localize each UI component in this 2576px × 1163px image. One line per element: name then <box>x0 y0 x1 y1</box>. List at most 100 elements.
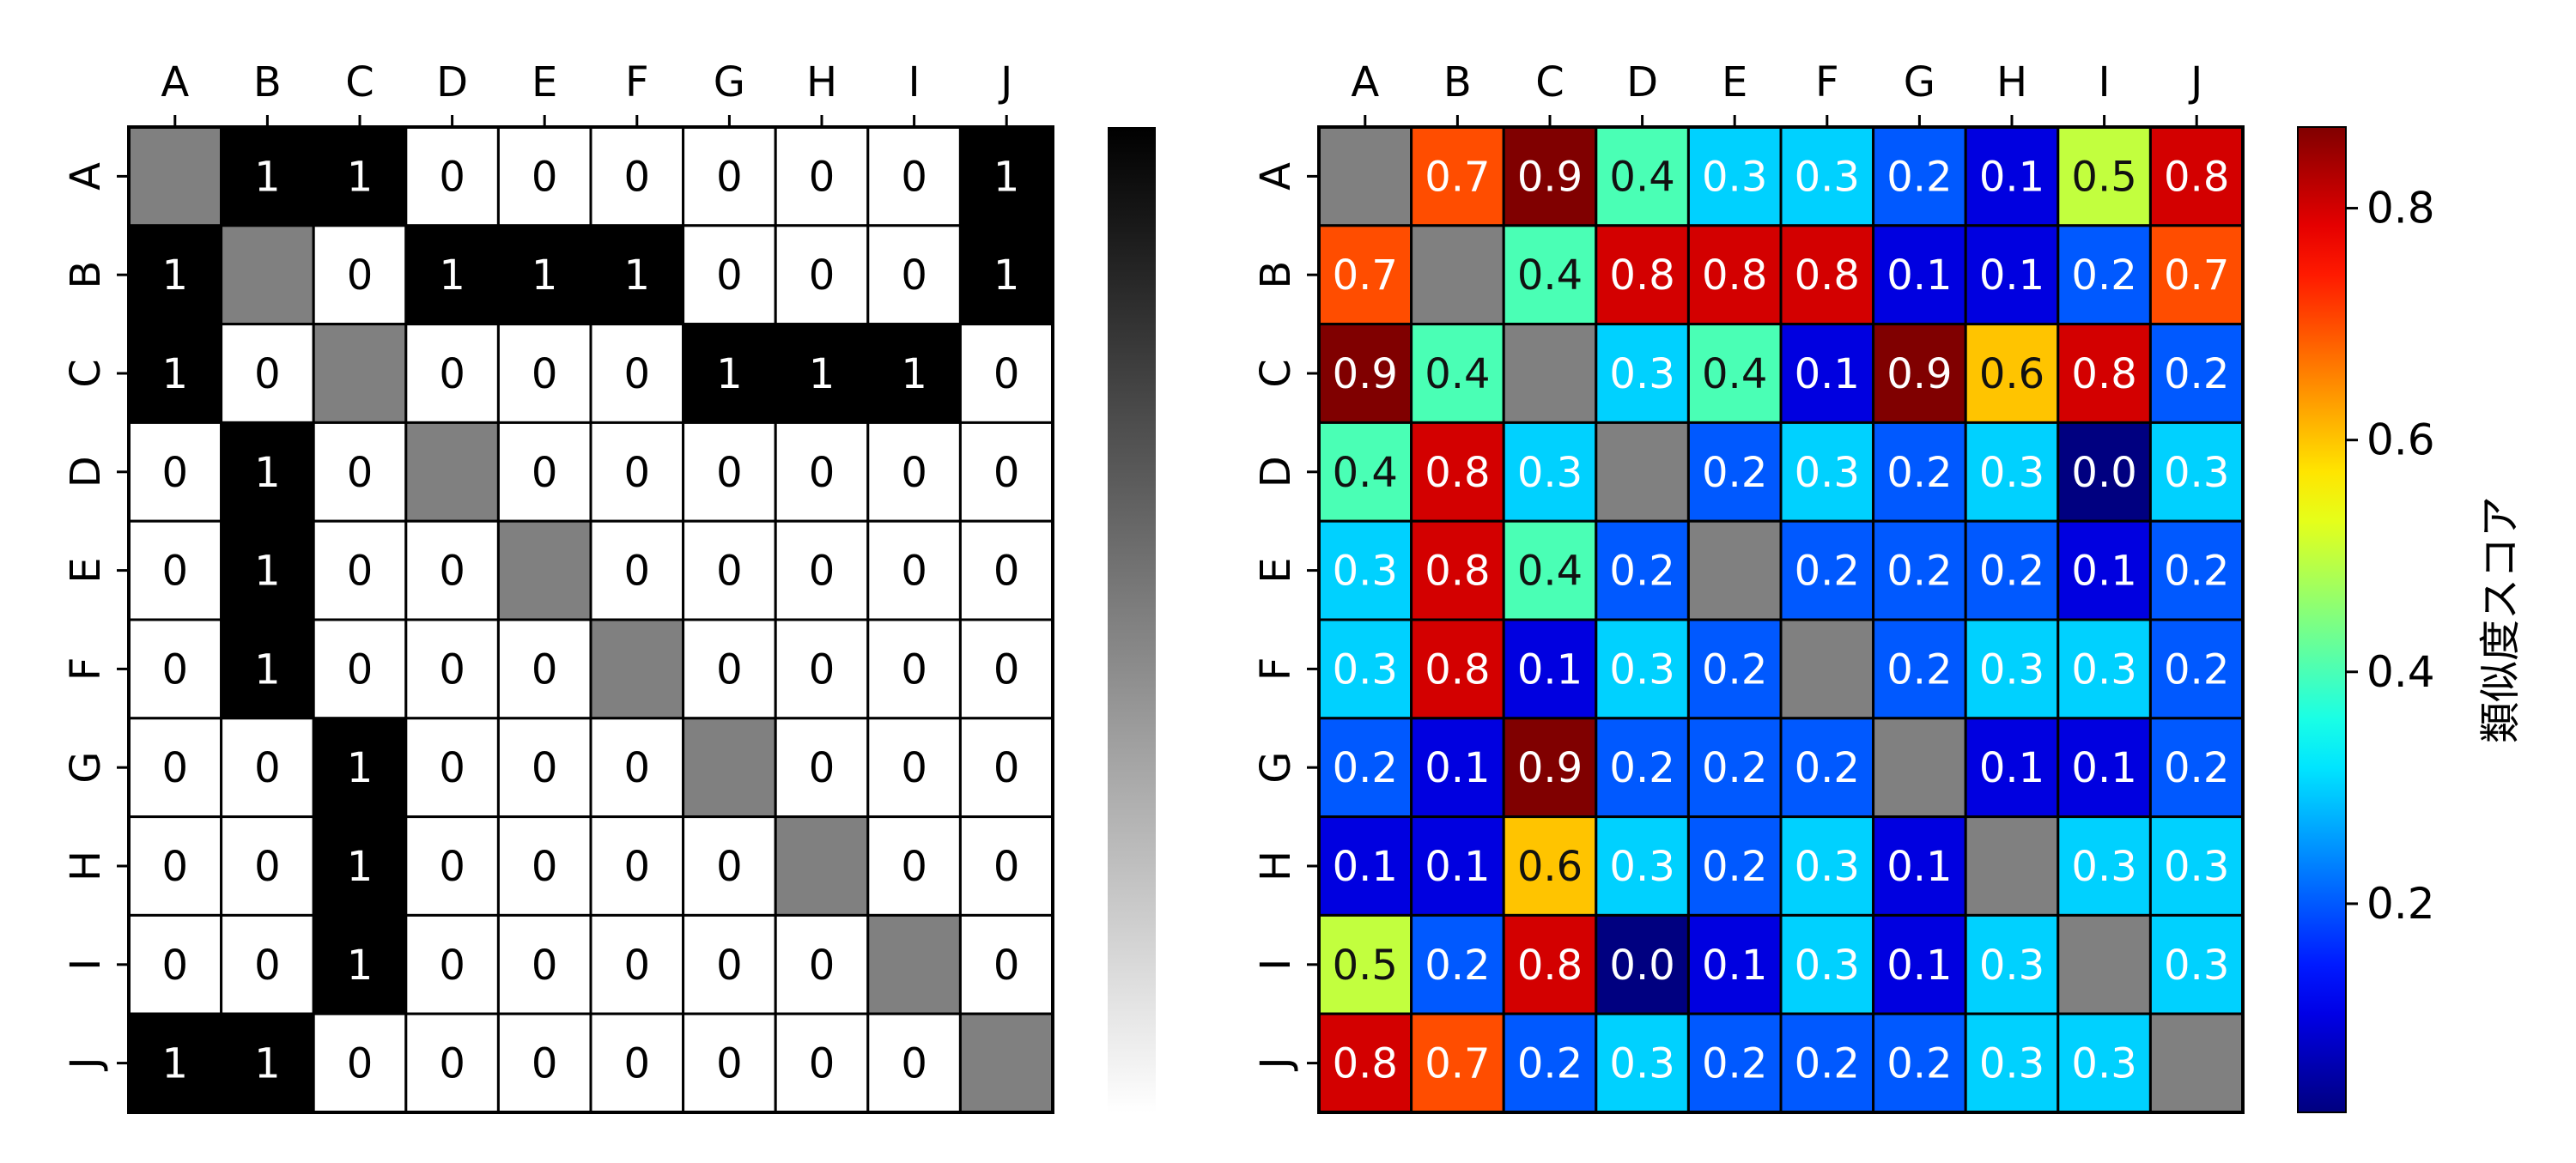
data-label: 0.9 <box>1517 153 1583 201</box>
heatmap-cell <box>312 1012 408 1114</box>
data-label: 0 <box>254 744 281 792</box>
y-tick-label: I <box>1252 959 1300 971</box>
heatmap-cell <box>1964 815 2060 917</box>
y-tick-label: I <box>62 959 110 971</box>
y-tick-label: A <box>1252 162 1300 191</box>
data-label: 0.9 <box>1333 350 1398 398</box>
data-label: 1 <box>439 251 465 300</box>
heatmap-cell <box>1317 519 1413 621</box>
heatmap-cell <box>1410 224 1505 326</box>
data-label: 0.7 <box>1333 251 1398 300</box>
x-tick-label: G <box>1904 58 1935 106</box>
y-tick-label: F <box>62 657 110 681</box>
data-label: 0 <box>716 449 743 497</box>
data-label: 0 <box>532 744 558 792</box>
heatmap-cell <box>774 224 870 326</box>
data-label: 0.3 <box>1795 843 1860 891</box>
heatmap-cell <box>1872 421 1967 523</box>
data-label: 0.1 <box>1886 251 1952 300</box>
data-label: 0.2 <box>1609 744 1674 792</box>
data-label: 0.1 <box>1517 645 1583 694</box>
data-label: 0 <box>162 942 189 990</box>
data-label: 0.2 <box>1795 744 1860 792</box>
data-label: 0 <box>809 548 835 596</box>
data-label: 0 <box>439 153 465 201</box>
heatmap-cell <box>1964 618 2060 720</box>
heatmap-cell <box>1779 913 1875 1015</box>
data-label: 0.1 <box>1333 843 1398 891</box>
data-label: 0.3 <box>1795 449 1860 497</box>
x-tick-label: B <box>1443 58 1472 106</box>
heatmap-cell <box>2057 323 2152 424</box>
heatmap-cell <box>312 815 408 917</box>
data-label: 0.3 <box>1333 645 1398 694</box>
heatmap-cell <box>774 1012 870 1114</box>
data-label: 0 <box>624 548 651 596</box>
heatmap-cell <box>1686 421 1783 523</box>
heatmap-cell <box>496 913 592 1015</box>
y-tick-label: B <box>62 261 110 289</box>
data-label: 0.4 <box>1517 251 1583 300</box>
data-label: 0.3 <box>1517 449 1583 497</box>
data-label: 0.3 <box>2071 1040 2136 1088</box>
data-label: 0 <box>716 548 743 596</box>
heatmap-cell <box>1595 323 1690 424</box>
data-label: 0 <box>439 548 465 596</box>
heatmap-cell <box>682 815 777 917</box>
data-label: 1 <box>162 1040 189 1088</box>
data-label: 1 <box>809 350 835 398</box>
data-label: 0.3 <box>1979 1040 2044 1088</box>
heatmap-cell <box>958 224 1054 326</box>
heatmap-cell <box>127 717 223 819</box>
heatmap-cell <box>1872 1012 1967 1114</box>
data-label: 0.3 <box>1609 350 1674 398</box>
heatmap-cell <box>1595 913 1690 1015</box>
data-label: 0 <box>809 744 835 792</box>
data-label: 0.3 <box>1979 942 2044 990</box>
y-tick-label: J <box>1252 1057 1300 1072</box>
data-label: 0 <box>532 942 558 990</box>
data-label: 0.3 <box>1609 1040 1674 1088</box>
data-label: 0.8 <box>2164 153 2229 201</box>
heatmap-cell <box>958 913 1054 1015</box>
x-tick-label: F <box>625 58 649 106</box>
data-label: 0.4 <box>1517 548 1583 596</box>
y-tick-label: A <box>62 162 110 191</box>
data-label: 0 <box>716 645 743 694</box>
heatmap-cell <box>312 913 408 1015</box>
data-label: 0.2 <box>2071 251 2136 300</box>
data-label: 0.9 <box>1517 744 1583 792</box>
heatmap-cell <box>1502 913 1598 1015</box>
data-label: 0.5 <box>2071 153 2136 201</box>
data-label: 0.2 <box>1425 942 1490 990</box>
data-label: 0 <box>532 350 558 398</box>
plot-frame <box>127 125 1054 1114</box>
heatmap-cell <box>1964 913 2060 1015</box>
data-label: 1 <box>347 843 374 891</box>
heatmap-cell <box>404 421 500 523</box>
data-label: 0.3 <box>1702 153 1767 201</box>
data-label: 0.8 <box>2071 350 2136 398</box>
data-label: 0.6 <box>1517 843 1583 891</box>
data-label: 0 <box>439 744 465 792</box>
data-label: 0.1 <box>1979 251 2044 300</box>
heatmap-cell <box>1686 224 1783 326</box>
heatmap-cell <box>1502 815 1598 917</box>
heatmap-cell <box>2057 519 2152 621</box>
data-label: 0 <box>809 153 835 201</box>
heatmap-cell <box>1410 618 1505 720</box>
heatmap-cell <box>220 323 315 424</box>
heatmap-cell <box>958 1012 1054 1114</box>
data-label: 0.3 <box>2164 449 2229 497</box>
heatmap-cell <box>404 815 500 917</box>
y-tick-label: B <box>1252 261 1300 289</box>
heatmap-cell <box>127 618 223 720</box>
y-tick-label: E <box>1252 557 1300 583</box>
colorbar <box>1108 127 1156 1112</box>
data-label: 0 <box>993 548 1020 596</box>
heatmap-cell <box>1872 913 1967 1015</box>
data-label: 1 <box>162 251 189 300</box>
x-tick-label: G <box>714 58 745 106</box>
heatmap-cell <box>496 323 592 424</box>
